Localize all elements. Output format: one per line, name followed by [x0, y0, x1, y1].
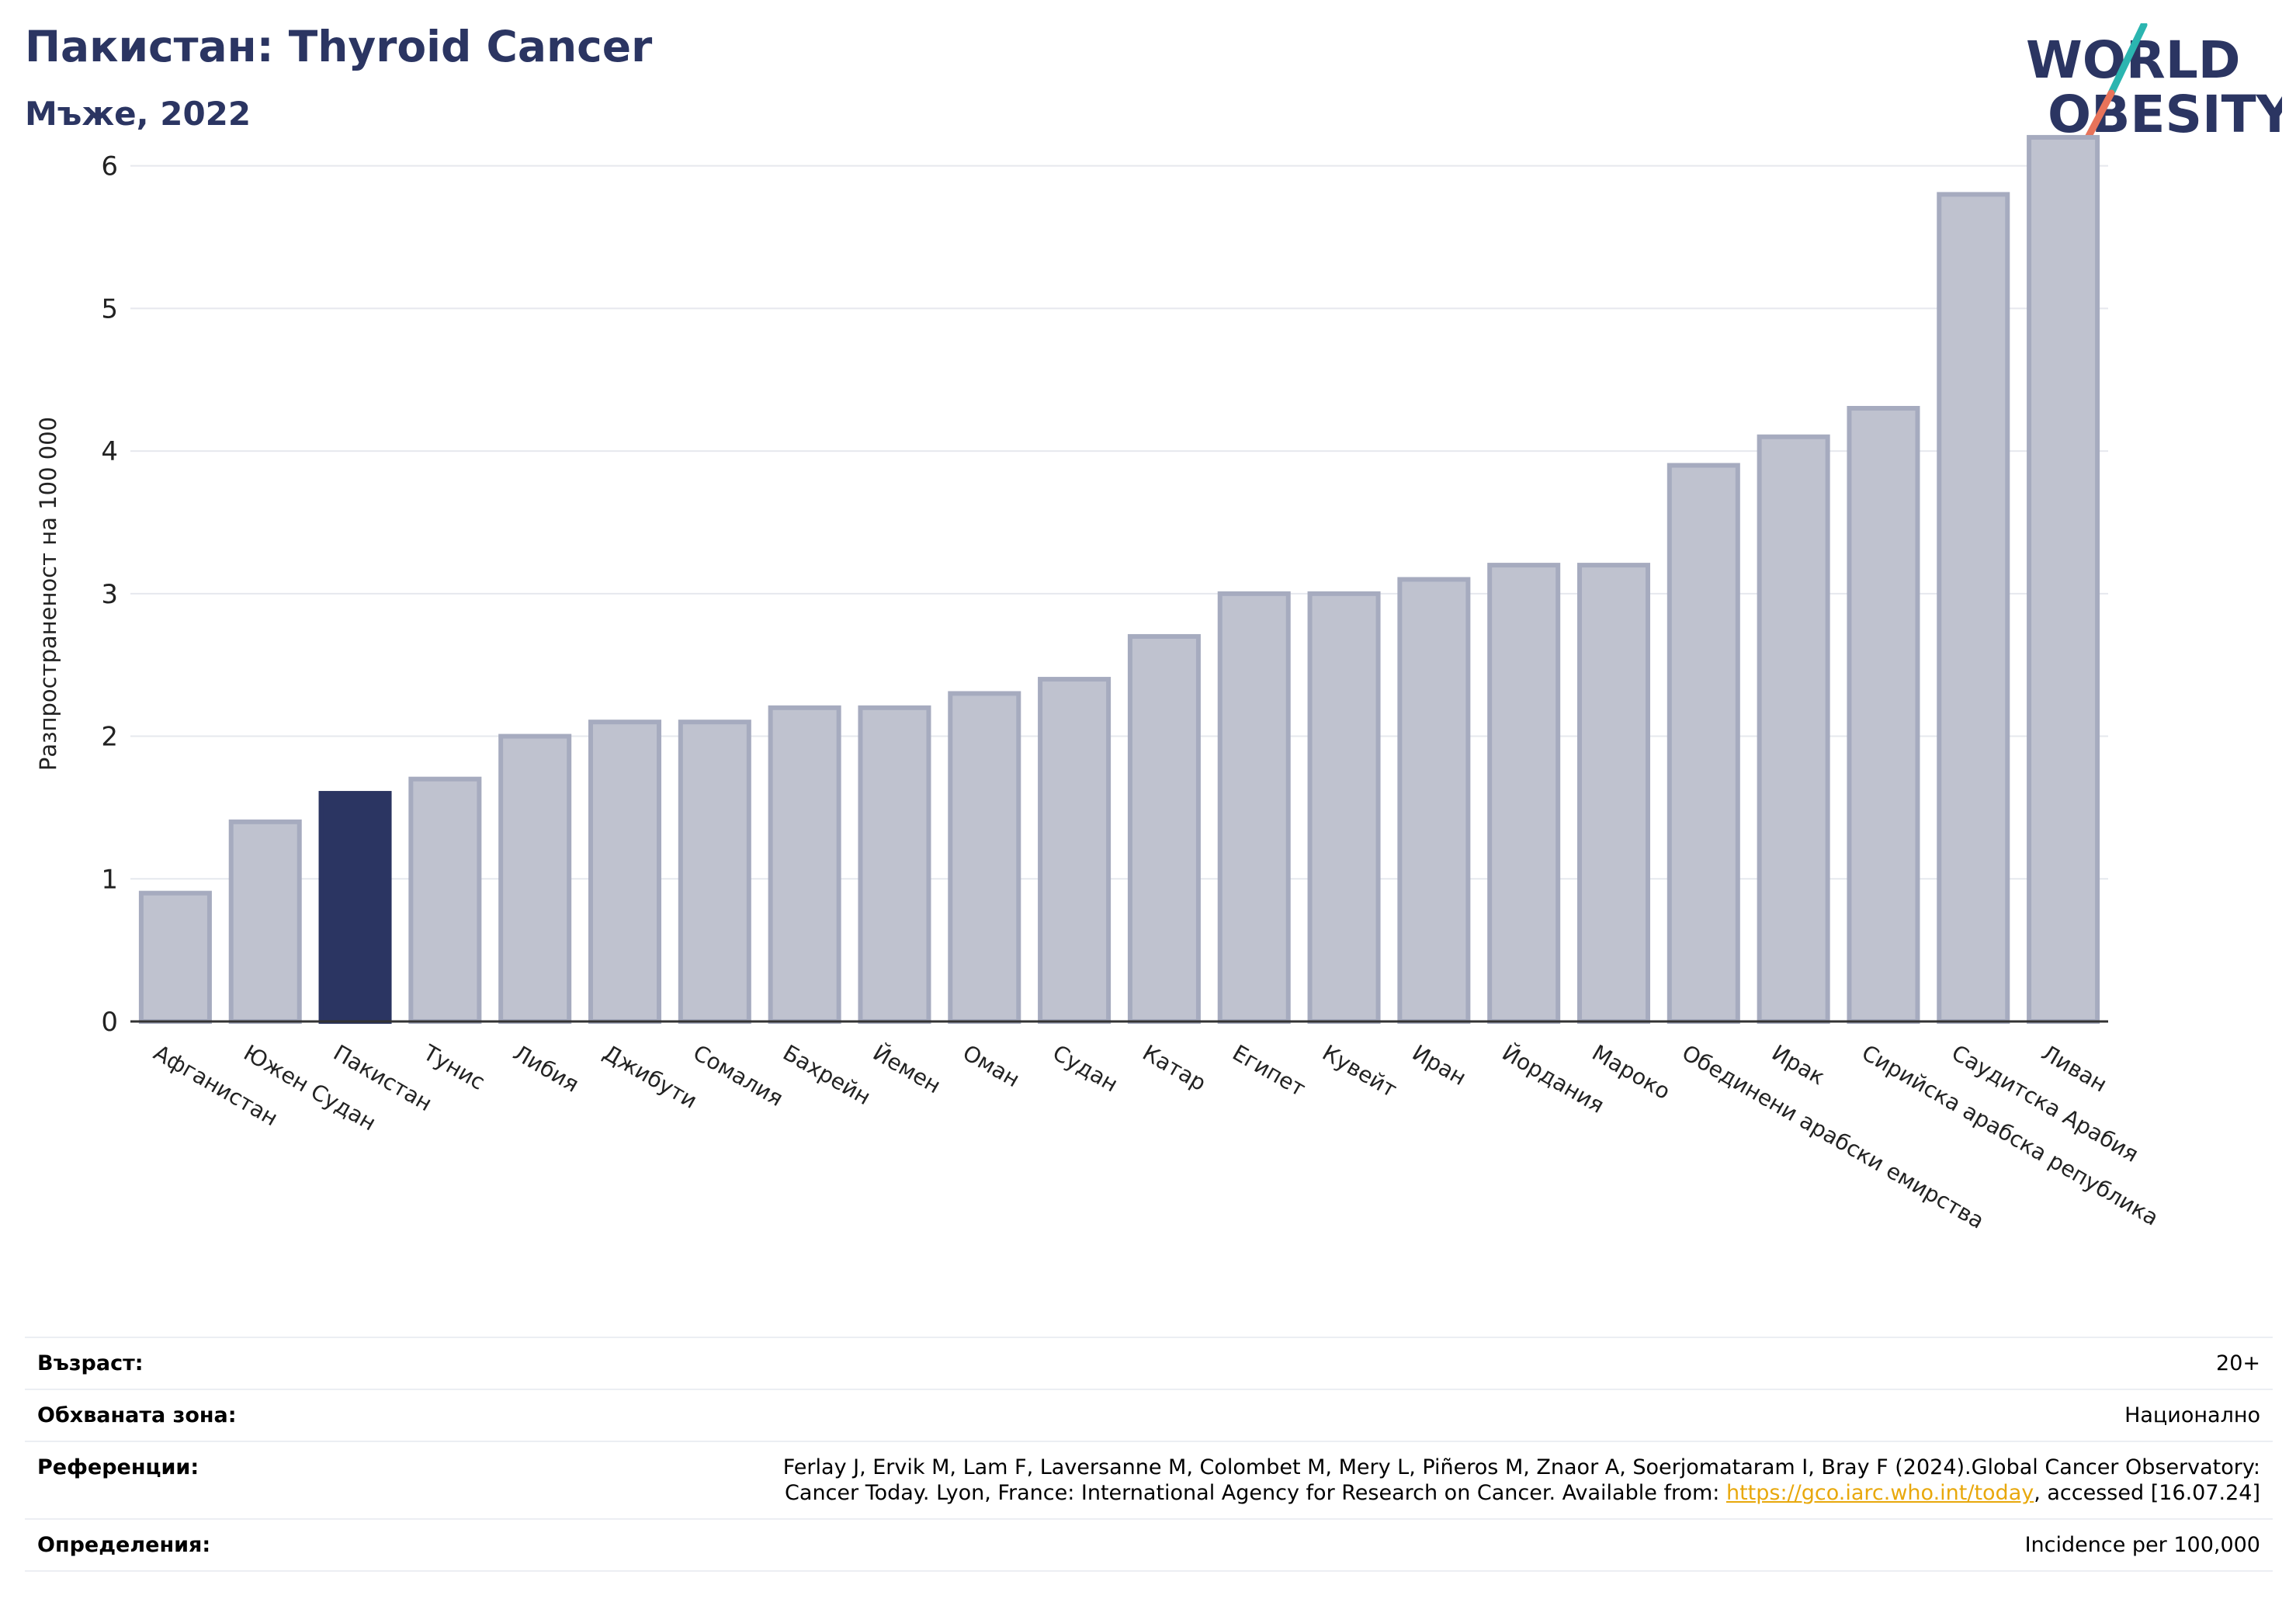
page-subtitle: Мъже, 2022 [25, 95, 251, 133]
x-tick-label: Йемен [869, 1039, 945, 1099]
bar-17 [1667, 463, 1740, 1024]
bar-13 [1307, 591, 1381, 1024]
x-tick-label: Обединени арабски емирства [1677, 1039, 1989, 1233]
bar-14 [1397, 577, 1471, 1024]
y-tick-label: 4 [101, 436, 118, 467]
x-tick-label: Ливан [2038, 1039, 2111, 1097]
y-axis-title: Разпространеност на 100 000 [35, 417, 61, 771]
x-tick-label: Катар [1138, 1039, 1210, 1096]
y-tick-label: 1 [101, 864, 118, 895]
x-tick-label: Тунис [418, 1039, 489, 1095]
page-title: Пакистан: Thyroid Cancer [25, 22, 653, 71]
definitions-value: Incidence per 100,000 [2024, 1533, 2260, 1557]
bar-2 [318, 791, 392, 1024]
bar-11 [1127, 633, 1201, 1024]
area-label: Обхваната зона: [37, 1403, 237, 1427]
info-row-age: Възраст: 20+ [25, 1337, 2273, 1389]
y-tick-label: 5 [101, 293, 118, 324]
x-tick-label: Джибути [599, 1039, 702, 1113]
bar-1 [228, 819, 302, 1024]
reference-text-2: Cancer Today. Lyon, France: Internationa… [785, 1481, 1726, 1505]
bar-15 [1487, 563, 1561, 1024]
reference-text-1: Ferlay J, Ervik M, Lam F, Laversanne M, … [782, 1455, 2260, 1479]
x-tick-label: Судан [1049, 1039, 1122, 1097]
area-value: Национално [2124, 1403, 2260, 1427]
bar-3 [408, 776, 482, 1025]
y-tick-label: 0 [101, 1007, 118, 1038]
logo-slash-top [2107, 23, 2148, 97]
bar-10 [1038, 677, 1112, 1024]
reference-link[interactable]: https://gco.iarc.who.int/today [1725, 1481, 2034, 1505]
bars [138, 134, 2100, 1025]
bar-0 [138, 890, 212, 1024]
bar-9 [948, 691, 1021, 1024]
x-tick-label: Иран [1408, 1039, 1471, 1091]
references-value: Ferlay J, Ervik M, Lam F, Laversanne M, … [783, 1455, 2260, 1506]
x-tick-label: Либия [509, 1039, 584, 1097]
bar-20 [1937, 192, 2010, 1025]
bar-19 [1847, 406, 1920, 1024]
bar-18 [1757, 434, 1830, 1024]
bar-5 [588, 720, 662, 1024]
x-tick-label: Йордания [1498, 1039, 1609, 1118]
x-tick-label: Ирак [1767, 1039, 1830, 1090]
definitions-label: Определения: [37, 1533, 211, 1557]
info-table: Възраст: 20+ Обхваната зона: Национално … [25, 1337, 2273, 1572]
age-label: Възраст: [37, 1351, 144, 1375]
x-tick-label: Оман [959, 1039, 1025, 1092]
bar-4 [498, 733, 572, 1025]
y-tick-label: 6 [101, 151, 118, 182]
x-tick-label: Египет [1228, 1039, 1309, 1101]
bar-21 [2027, 134, 2100, 1025]
references-label: Референции: [37, 1455, 199, 1479]
x-tick-label: Бахрейн [779, 1039, 875, 1110]
bar-6 [678, 720, 751, 1024]
bar-12 [1217, 591, 1291, 1024]
info-row-area: Обхваната зона: Национално [25, 1389, 2273, 1441]
reference-text-3: , accessed [16.07.24] [2034, 1481, 2260, 1505]
x-tick-label: Кувейт [1318, 1039, 1401, 1102]
y-tick-label: 2 [101, 722, 118, 753]
y-axis-ticks: 0 1 2 3 4 5 6 [101, 151, 118, 1038]
info-row-references: Референции: Ferlay J, Ervik M, Lam F, La… [25, 1441, 2273, 1518]
bar-7 [768, 705, 841, 1024]
bar-8 [858, 705, 931, 1024]
x-tick-label: Сомалия [688, 1039, 787, 1111]
age-value: 20+ [2216, 1351, 2260, 1375]
y-tick-label: 3 [101, 579, 118, 610]
bar-16 [1576, 563, 1651, 1024]
info-row-definitions: Определения: Incidence per 100,000 [25, 1518, 2273, 1572]
